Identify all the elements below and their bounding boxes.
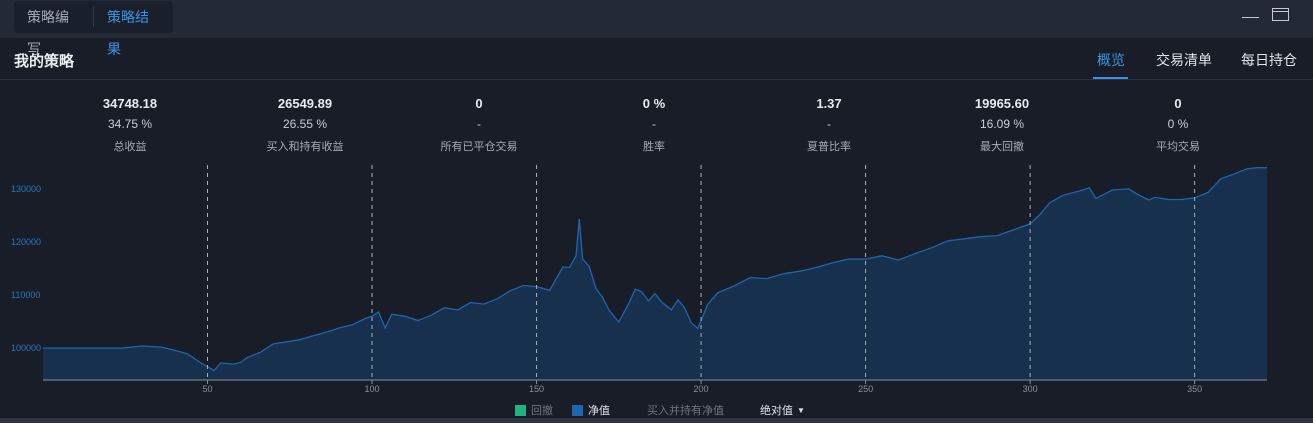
stat-value: 26549.89 xyxy=(277,96,333,111)
x-tick-label: 150 xyxy=(529,384,544,394)
stat-percent: - xyxy=(477,117,481,131)
active-tab-indicator xyxy=(1093,77,1128,79)
legend-net-value[interactable]: 净值 xyxy=(572,402,610,418)
tab-overview[interactable]: 概览 xyxy=(1097,52,1125,68)
stat-closed-trades: 0 - 所有已平仓交易 xyxy=(399,96,559,154)
tab-strategy-results[interactable]: 策略结果 xyxy=(106,9,149,57)
stat-label: 夏普比率 xyxy=(807,141,851,153)
legend-net-value-label: 净值 xyxy=(588,405,610,417)
stat-label: 平均交易 xyxy=(1156,141,1200,153)
net-value-swatch xyxy=(572,404,583,416)
tab-divider xyxy=(93,7,94,27)
chart-legend: 回撤 净值 买入并持有净值 绝对值 ▼ xyxy=(0,402,1313,418)
stat-percent: - xyxy=(652,117,656,131)
stat-percent: 0 % xyxy=(1167,117,1189,131)
stat-win-rate: 0 % - 胜率 xyxy=(574,96,734,154)
chevron-down-icon: ▼ xyxy=(797,405,805,415)
stat-max-drawdown: 19965.60 16.09 % 最大回撤 xyxy=(922,96,1082,154)
top-bar: 策略编写 策略结果 xyxy=(0,0,1313,57)
y-tick-label: 110000 xyxy=(11,290,40,300)
stat-percent: 34.75 % xyxy=(107,117,153,131)
stat-value: 0 xyxy=(1174,96,1182,111)
view-tab-group: 策略编写 策略结果 xyxy=(14,1,173,57)
legend-buy-hold-label: 买入并持有净值 xyxy=(647,405,724,417)
stat-value: 34748.18 xyxy=(102,96,158,111)
stat-value: 0 % xyxy=(642,96,666,111)
stat-value: 19965.60 xyxy=(974,96,1030,111)
x-tick-label: 250 xyxy=(858,384,873,394)
bottom-scrollbar xyxy=(0,418,1313,423)
equity-chart[interactable]: 50 100 150 200 250 300 350 100000 110000 120000 13… xyxy=(0,160,1313,402)
drawdown-swatch xyxy=(515,404,526,416)
stat-percent: 16.09 % xyxy=(979,117,1025,131)
x-tick-label: 100 xyxy=(365,384,380,394)
y-tick-label: 120000 xyxy=(11,237,41,247)
tab-daily-positions[interactable]: 每日持仓 xyxy=(1241,52,1297,68)
minimize-icon[interactable] xyxy=(1242,17,1259,18)
tab-strategy-editor[interactable]: 策略编写 xyxy=(27,9,69,57)
x-tick-label: 200 xyxy=(694,384,709,394)
stat-percent: 26.55 % xyxy=(282,117,328,131)
stat-sharpe-ratio: 1.37 - 夏普比率 xyxy=(749,96,909,154)
stat-buy-hold-return: 26549.89 26.55 % 买入和持有收益 xyxy=(225,96,385,154)
x-tick-label: 350 xyxy=(1187,384,1202,394)
y-tick-label: 130000 xyxy=(11,184,41,194)
x-tick-label: 300 xyxy=(1023,384,1038,394)
page-title: 我的策略 xyxy=(14,53,75,70)
legend-drawdown-label: 回撤 xyxy=(531,405,553,417)
net-value-line xyxy=(43,167,1267,372)
stat-value: 0 xyxy=(475,96,483,111)
stat-label: 总收益 xyxy=(113,141,147,153)
y-tick-label: 100000 xyxy=(11,343,41,353)
stat-value: 1.37 xyxy=(816,96,842,111)
stat-label: 买入和持有收益 xyxy=(266,141,344,153)
value-mode-label: 绝对值 xyxy=(760,405,793,417)
net-value-area xyxy=(43,167,1267,380)
value-mode-dropdown[interactable]: 绝对值 ▼ xyxy=(760,402,805,418)
stat-average-trade: 0 0 % 平均交易 xyxy=(1098,96,1258,154)
stat-label: 最大回撤 xyxy=(980,141,1024,153)
legend-drawdown[interactable]: 回撤 xyxy=(515,402,553,418)
stat-label: 胜率 xyxy=(643,141,665,153)
strategy-header: 我的策略 概览 交易清单 每日持仓 xyxy=(0,38,1313,80)
x-tick-label: 50 xyxy=(203,384,213,394)
stat-percent: - xyxy=(827,117,831,131)
stat-total-return: 34748.18 34.75 % 总收益 xyxy=(50,96,210,154)
legend-buy-hold[interactable]: 买入并持有净值 xyxy=(647,402,724,418)
tab-trade-list[interactable]: 交易清单 xyxy=(1156,52,1212,68)
stat-label: 所有已平仓交易 xyxy=(440,141,518,153)
maximize-icon[interactable] xyxy=(1272,8,1289,21)
